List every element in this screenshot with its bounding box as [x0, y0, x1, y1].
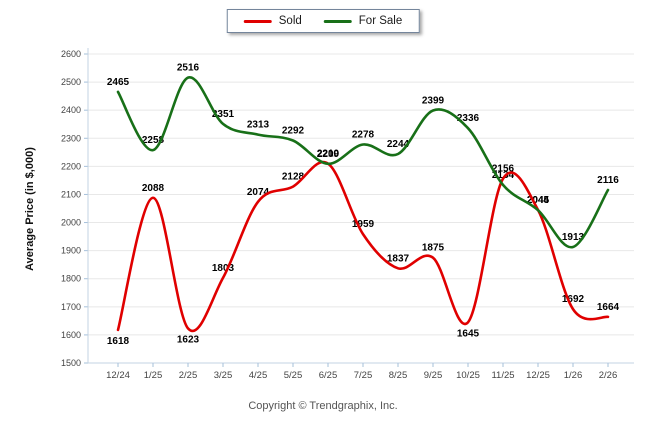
svg-text:2209: 2209	[317, 149, 340, 160]
legend-label-for-sale: For Sale	[358, 15, 403, 27]
series-line-for-sale	[116, 76, 610, 249]
svg-text:1803: 1803	[212, 263, 235, 274]
x-axis-tick-labels: 12/24 1/25 2/25 3/25 4/25 5/25 6/25 7/25 8/25 9/2…	[106, 370, 617, 381]
axes	[84, 48, 634, 367]
svg-text:2465: 2465	[107, 77, 130, 88]
svg-text:1913: 1913	[562, 232, 585, 243]
svg-text:2516: 2516	[177, 63, 200, 74]
svg-text:2074: 2074	[247, 187, 270, 198]
y-axis-tick-labels: 1500 1600 1700 1800 1900 2000 2100 2200 2300 2400…	[61, 49, 81, 368]
svg-text:2336: 2336	[457, 113, 480, 124]
copyright-text: Copyright © Trendgraphix, Inc.	[248, 400, 398, 412]
svg-text:5/25: 5/25	[284, 370, 303, 381]
svg-text:1837: 1837	[387, 253, 410, 264]
svg-text:1623: 1623	[177, 334, 200, 345]
svg-text:1/25: 1/25	[144, 370, 163, 381]
chart-legend: Sold For Sale	[226, 9, 420, 33]
legend-label-sold: Sold	[278, 15, 302, 27]
svg-text:2156: 2156	[492, 164, 515, 175]
svg-text:2/26: 2/26	[599, 370, 618, 381]
series-line-sold	[116, 160, 610, 333]
svg-text:2244: 2244	[387, 139, 410, 150]
svg-text:8/25: 8/25	[389, 370, 408, 381]
svg-text:2258: 2258	[142, 135, 165, 146]
svg-text:2134: 2134	[492, 170, 515, 181]
svg-text:2300: 2300	[61, 133, 81, 143]
svg-text:1664: 1664	[597, 302, 620, 313]
svg-text:2278: 2278	[352, 130, 375, 141]
svg-text:2600: 2600	[61, 49, 81, 59]
svg-text:9/25: 9/25	[424, 370, 443, 381]
svg-text:2500: 2500	[61, 77, 81, 87]
svg-text:2200: 2200	[61, 161, 81, 171]
svg-text:10/25: 10/25	[456, 370, 480, 381]
for-sale-line-swatch	[323, 19, 352, 23]
svg-text:1500: 1500	[61, 358, 81, 368]
svg-text:7/25: 7/25	[354, 370, 373, 381]
data-point-labels: 1618 2088 1623 1803 2074 2128 2210 1959 1837 1875…	[107, 63, 620, 347]
legend-item-sold: Sold	[243, 15, 302, 27]
svg-text:2400: 2400	[61, 105, 81, 115]
svg-text:1645: 1645	[457, 328, 480, 339]
svg-text:2128: 2128	[282, 172, 305, 183]
svg-text:2000: 2000	[61, 218, 81, 228]
svg-text:1/26: 1/26	[564, 370, 583, 381]
svg-text:2045: 2045	[527, 195, 550, 206]
svg-text:2210: 2210	[317, 149, 340, 160]
svg-text:2088: 2088	[142, 183, 165, 194]
svg-text:2/25: 2/25	[179, 370, 198, 381]
svg-text:12/25: 12/25	[526, 370, 550, 381]
svg-text:2116: 2116	[597, 175, 619, 186]
svg-text:1875: 1875	[422, 243, 445, 254]
svg-text:11/25: 11/25	[491, 370, 514, 381]
svg-text:2292: 2292	[282, 126, 305, 137]
svg-text:1700: 1700	[61, 302, 81, 312]
svg-text:2313: 2313	[247, 120, 270, 131]
sold-line-swatch	[243, 19, 272, 23]
svg-text:2351: 2351	[212, 109, 235, 120]
svg-text:1692: 1692	[562, 294, 585, 305]
svg-text:4/25: 4/25	[249, 370, 268, 381]
svg-text:1959: 1959	[352, 219, 375, 230]
svg-text:1600: 1600	[61, 330, 81, 340]
svg-text:1618: 1618	[107, 336, 130, 347]
svg-text:2100: 2100	[61, 189, 81, 199]
svg-text:3/25: 3/25	[214, 370, 233, 381]
svg-text:2044: 2044	[527, 195, 550, 206]
legend-item-for-sale: For Sale	[323, 15, 403, 27]
svg-text:6/25: 6/25	[319, 370, 338, 381]
svg-text:2399: 2399	[422, 96, 445, 107]
svg-text:1900: 1900	[61, 246, 81, 256]
y-axis-title: Average Price (in $,000)	[24, 147, 36, 271]
gridlines	[88, 53, 634, 364]
svg-text:1800: 1800	[61, 274, 81, 284]
svg-text:12/24: 12/24	[106, 370, 130, 381]
